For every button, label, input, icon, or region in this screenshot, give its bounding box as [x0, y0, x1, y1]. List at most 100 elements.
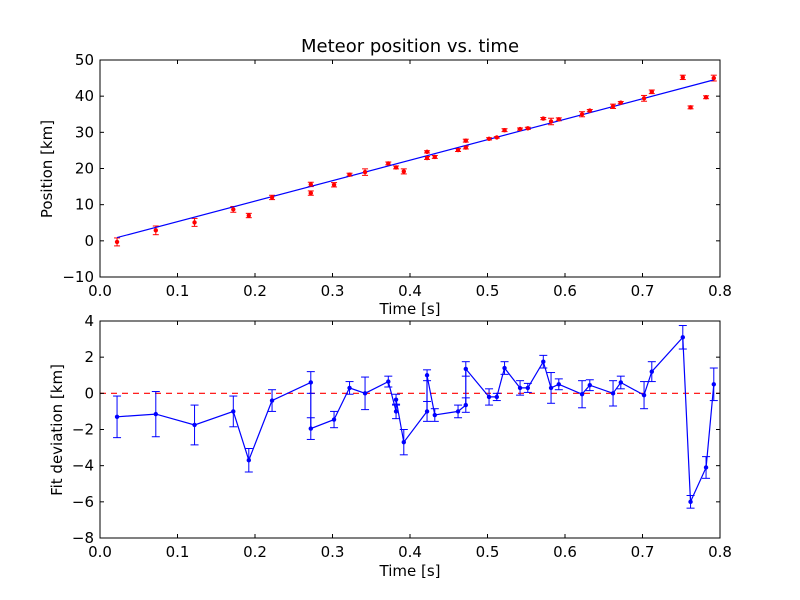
deviation-point	[393, 409, 399, 414]
x-tick-label: 0.2	[243, 543, 267, 561]
deviation-point	[386, 379, 391, 384]
x-tick-label: 0.1	[166, 282, 190, 300]
x-tick-label: 0.1	[166, 543, 190, 561]
position-point	[525, 126, 530, 131]
position-point	[153, 228, 158, 233]
x-tick-label: 0.8	[708, 543, 732, 561]
position-point	[308, 182, 313, 187]
y-tick-label: −10	[62, 268, 94, 286]
deviation-point	[401, 439, 406, 445]
y-tick-label: 0	[84, 384, 94, 402]
position-point	[703, 95, 709, 100]
deviation-point	[463, 366, 468, 372]
position-point	[688, 105, 693, 110]
position-point	[308, 190, 313, 196]
position-point	[641, 96, 647, 101]
y-tick-label: 2	[84, 348, 94, 366]
y-tick-label: 50	[75, 51, 94, 69]
position-point	[494, 135, 499, 140]
position-point	[463, 145, 468, 150]
deviation-point	[618, 380, 623, 385]
deviation-point	[548, 385, 554, 391]
y-tick-label: 0	[84, 232, 94, 250]
x-tick-label: 0.6	[553, 282, 577, 300]
x-tick-label: 0.2	[243, 282, 267, 300]
deviation-point	[246, 458, 251, 463]
x-tick-label: 0.4	[398, 282, 422, 300]
deviation-point	[362, 391, 368, 396]
position-ticks: 0.0 0.1 0.2 0.3 0.4 0.5 0.6 0.7 0.8 −10 0 10 20 30 40 5…	[62, 51, 732, 300]
x-tick-label: 0.6	[553, 543, 577, 561]
y-tick-label: 4	[84, 312, 94, 330]
deviation-marks	[100, 325, 720, 509]
deviation-point	[331, 417, 337, 422]
deviation-point	[192, 422, 197, 428]
position-point	[393, 165, 399, 170]
deviation-point	[486, 394, 492, 400]
position-point	[579, 112, 585, 117]
deviation-ticks: 0.0 0.1 0.2 0.3 0.4 0.5 0.6 0.7 0.8 −8 −6 −4 −2 0 2 4	[72, 312, 732, 561]
deviation-point	[308, 426, 313, 431]
position-marks	[114, 74, 717, 247]
deviation-chart: 0.0 0.1 0.2 0.3 0.4 0.5 0.6 0.7 0.8 −8 −6 −4 −2 0 2 4 T…	[48, 312, 732, 580]
position-point	[192, 220, 197, 225]
position-point	[432, 154, 437, 160]
y-tick-label: 30	[75, 123, 94, 141]
position-point	[114, 239, 120, 245]
deviation-point	[517, 385, 523, 391]
y-axis-label: Fit deviation [km]	[48, 364, 66, 496]
position-point	[556, 117, 561, 122]
deviation-point	[579, 392, 585, 397]
deviation-point	[494, 394, 499, 400]
y-tick-label: 40	[75, 87, 94, 105]
x-tick-label: 0.3	[321, 543, 345, 561]
position-point	[347, 172, 352, 177]
y-tick-label: −8	[72, 529, 94, 547]
deviation-point	[347, 385, 352, 391]
x-tick-label: 0.5	[476, 282, 500, 300]
deviation-point	[711, 382, 716, 387]
deviation-point	[424, 373, 430, 378]
position-point	[424, 155, 430, 161]
x-tick-label: 0.3	[321, 282, 345, 300]
deviation-point	[424, 409, 430, 414]
x-axis-label: Time [s]	[379, 300, 441, 318]
y-tick-label: 20	[75, 160, 94, 178]
x-tick-label: 0.0	[88, 282, 112, 300]
deviation-point	[455, 409, 461, 414]
position-chart: Meteor position vs. time 0.0 0.1 0.2 0.3 0.4…	[38, 36, 732, 318]
x-axis-label: Time [s]	[379, 562, 441, 580]
deviation-point	[153, 411, 158, 417]
position-point	[541, 116, 546, 121]
position-point	[517, 126, 523, 132]
position-point	[386, 161, 391, 166]
deviation-point	[680, 335, 685, 340]
position-point	[331, 182, 337, 187]
position-point	[246, 213, 251, 218]
x-tick-label: 0.4	[398, 543, 422, 561]
y-axis-label: Position [km]	[38, 120, 56, 218]
y-tick-label: −6	[72, 493, 94, 511]
deviation-point	[114, 414, 120, 420]
deviation-point	[556, 382, 561, 387]
deviation-point	[463, 402, 468, 408]
x-tick-label: 0.5	[476, 543, 500, 561]
deviation-point	[541, 359, 546, 364]
chart-title: Meteor position vs. time	[301, 36, 519, 57]
x-tick-label: 0.0	[88, 543, 112, 561]
position-point	[362, 169, 368, 175]
position-point	[486, 136, 492, 142]
position-point	[610, 104, 616, 109]
deviation-point	[703, 465, 709, 470]
position-point	[463, 138, 468, 143]
deviation-point	[641, 392, 647, 398]
deviation-point	[525, 385, 530, 391]
position-point	[502, 127, 507, 133]
deviation-point	[610, 391, 616, 396]
position-point	[711, 75, 716, 81]
position-point	[548, 119, 554, 124]
y-tick-label: −2	[72, 421, 94, 439]
x-tick-label: 0.7	[631, 543, 655, 561]
